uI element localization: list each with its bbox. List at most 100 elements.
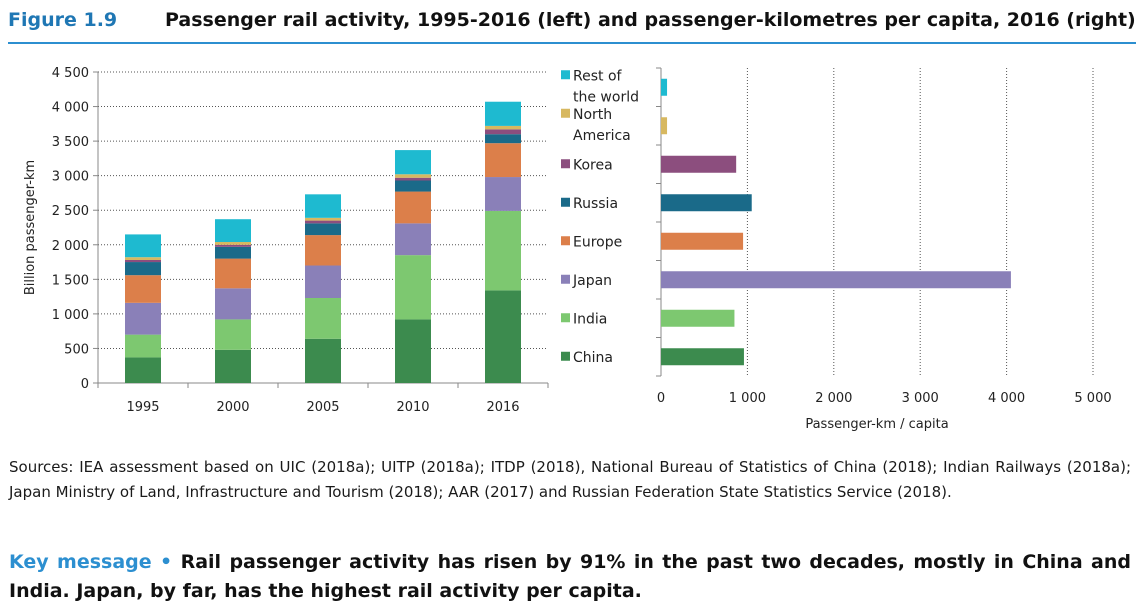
bar-korea: [661, 155, 737, 173]
legend-swatch: [561, 159, 570, 169]
bar-segment-india: [215, 319, 251, 350]
bar-japan: [661, 271, 1011, 289]
key-message-text: Rail passenger activity has risen by 91%…: [9, 551, 1131, 602]
charts-canvas: 0 500 1 000 1 500 2 000 2 500 3 000 3 500 4 000 4…: [23, 66, 1112, 432]
x-tick-label: 2016: [486, 400, 519, 415]
bar-russia: [661, 194, 752, 212]
key-message-bullet: •: [160, 551, 173, 573]
sources-note: Sources: IEA assessment based on UIC (20…: [9, 458, 1131, 501]
y-tick-label: 500: [64, 342, 89, 357]
bar-north-america: [661, 117, 668, 135]
figure-header: Figure 1.9 Passenger rail activity, 1995…: [8, 4, 1136, 40]
bar-segment-japan: [125, 302, 161, 335]
legend-swatch: [561, 351, 570, 361]
bar-segment-rest-of-the-world: [485, 101, 521, 126]
bar-rest-of-the-world: [661, 78, 668, 96]
y-tick-label: 2 500: [52, 204, 89, 219]
bar-segment-china: [215, 349, 251, 383]
bar-segment-india: [485, 210, 521, 291]
y-tick-label: 0: [81, 377, 89, 392]
bar-segment-europe: [125, 275, 161, 303]
bar-segment-russia: [395, 180, 431, 192]
y-tick-label: 2 000: [52, 239, 89, 254]
x-tick-label: 0: [657, 391, 665, 406]
bar-segment-north-america: [125, 257, 161, 260]
bar-segment-japan: [485, 177, 521, 211]
figure-number: Figure 1.9: [8, 9, 118, 31]
key-message-label: Key message: [9, 551, 152, 573]
y-tick-label: 1 500: [52, 273, 89, 288]
bar-segment-india: [125, 334, 161, 358]
bar-segment-europe: [485, 143, 521, 178]
x-tick-label: 1 000: [729, 391, 766, 406]
bar-segment-russia: [125, 262, 161, 276]
legend-swatch: [561, 274, 570, 284]
bar-segment-korea: [215, 244, 251, 247]
bar-india: [661, 309, 735, 327]
legend-swatch: [561, 236, 570, 246]
bar-segment-europe: [395, 191, 431, 224]
bar-segment-india: [395, 255, 431, 320]
bar-segment-rest-of-the-world: [305, 194, 341, 218]
y-tick-label: 1 000: [52, 308, 89, 323]
x-tick-label: 5 000: [1074, 391, 1111, 406]
legend-label: Rest of: [573, 68, 623, 84]
legend-swatch: [561, 313, 570, 323]
bar-segment-north-america: [215, 242, 251, 245]
per-capita-bar-chart: 0 1 000 2 000 3 000 4 000 5 000 Passenger-km /…: [561, 67, 1112, 432]
legend-label: Japan: [572, 273, 612, 289]
bar-segment-china: [395, 319, 431, 383]
legend-label: North: [573, 107, 612, 123]
y-tick-label: 3 000: [52, 170, 89, 185]
figure-title: Passenger rail activity, 1995-2016 (left…: [165, 9, 1136, 31]
bar-segment-rest-of-the-world: [395, 150, 431, 175]
legend-swatch: [561, 70, 570, 80]
bar-segment-north-america: [485, 125, 521, 130]
bar-segment-china: [305, 338, 341, 383]
bar-segment-russia: [485, 134, 521, 144]
bar-segment-europe: [305, 235, 341, 266]
y-tick-label: 4 000: [52, 101, 89, 116]
bar-segment-korea: [125, 259, 161, 263]
legend-label: China: [573, 350, 613, 366]
bar-china: [661, 348, 744, 366]
legend-label: Russia: [573, 196, 618, 212]
y-tick-label: 3 500: [52, 135, 89, 150]
bar-segment-japan: [305, 265, 341, 298]
bar-segment-north-america: [305, 217, 341, 221]
legend-label: the world: [573, 89, 639, 105]
x-tick-label: 4 000: [988, 391, 1025, 406]
bar-segment-japan: [395, 223, 431, 256]
stacked-bar-chart: 0 500 1 000 1 500 2 000 2 500 3 000 3 500 4 000 4…: [23, 66, 549, 415]
bar-segment-china: [125, 357, 161, 383]
legend-label: Europe: [573, 234, 622, 250]
bar-europe: [661, 232, 744, 250]
bar-segment-korea: [395, 177, 431, 181]
bar-segment-india: [305, 297, 341, 339]
x-axis-title: Passenger-km / capita: [805, 417, 948, 432]
legend-label: India: [573, 311, 607, 327]
x-tick-label: 1995: [126, 400, 159, 415]
x-tick-label: 2005: [306, 400, 339, 415]
bar-segment-china: [485, 290, 521, 383]
bar-segment-north-america: [395, 174, 431, 178]
legend-label: Korea: [573, 157, 613, 173]
bar-segment-russia: [215, 246, 251, 259]
bar-segment-korea: [305, 220, 341, 224]
legend-swatch: [561, 197, 570, 207]
bar-segment-russia: [305, 223, 341, 236]
x-tick-label: 3 000: [902, 391, 939, 406]
legend-swatch: [561, 108, 570, 118]
bar-segment-rest-of-the-world: [125, 234, 161, 258]
x-tick-label: 2 000: [815, 391, 852, 406]
y-tick-label: 4 500: [52, 66, 89, 81]
bar-segment-rest-of-the-world: [215, 219, 251, 243]
x-tick-label: 2010: [396, 400, 429, 415]
bar-segment-japan: [215, 288, 251, 320]
legend-label: America: [573, 128, 631, 144]
x-tick-label: 2000: [216, 400, 249, 415]
bar-segment-korea: [485, 129, 521, 135]
bar-segment-europe: [215, 258, 251, 289]
header-rule: [8, 42, 1136, 44]
key-message: Key message • Rail passenger activity ha…: [9, 548, 1131, 606]
